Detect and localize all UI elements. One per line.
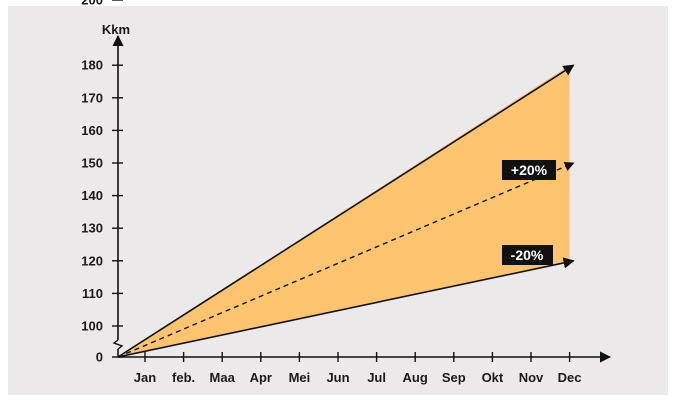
x-tick-label: Apr bbox=[250, 370, 272, 385]
x-tick-label: Mei bbox=[289, 370, 311, 385]
y-tick-label: 0 bbox=[96, 350, 103, 365]
series-line-upper bbox=[117, 64, 575, 358]
x-tick-label: Maa bbox=[210, 370, 236, 385]
x-axis-ticks: Jan feb. Maa Apr Mei Jun Jul Aug Sep Okt Nov Dec bbox=[134, 352, 582, 385]
x-tick-label: Nov bbox=[519, 370, 544, 385]
x-tick-label: Aug bbox=[403, 370, 428, 385]
series-line-lower bbox=[117, 257, 575, 358]
badge-plus-20-label: +20% bbox=[511, 162, 548, 178]
badge-minus-20-label: -20% bbox=[511, 247, 544, 263]
y-tick-label: 150 bbox=[81, 156, 103, 171]
y-tick-label: 110 bbox=[82, 286, 103, 301]
series-line-mid bbox=[117, 161, 575, 358]
x-tick-label: Okt bbox=[482, 370, 504, 385]
y-tick-label: 170 bbox=[81, 90, 103, 105]
range-band bbox=[118, 65, 570, 357]
y-tick-label: 120 bbox=[81, 253, 103, 268]
y-axis-unit-label: Kkm bbox=[102, 22, 130, 37]
x-tick-label: Jul bbox=[367, 370, 386, 385]
y-tick-label: 130 bbox=[81, 221, 103, 236]
badge-plus-20: +20% bbox=[502, 160, 556, 180]
x-tick-label: Sep bbox=[442, 370, 466, 385]
y-tick-label: 140 bbox=[81, 188, 103, 203]
y-tick-label: 200 bbox=[81, 0, 103, 8]
y-tick-label: 180 bbox=[81, 58, 103, 73]
x-tick-label: feb. bbox=[172, 370, 195, 385]
x-tick-label: Jan bbox=[134, 370, 156, 385]
y-tick-label: 100 bbox=[81, 319, 103, 334]
y-tick-label: 160 bbox=[81, 123, 103, 138]
badge-plus-20-background bbox=[502, 160, 556, 180]
badge-minus-20: -20% bbox=[502, 245, 553, 265]
x-tick-label: Dec bbox=[558, 370, 582, 385]
axis-break-mark bbox=[112, 339, 124, 350]
x-tick-label: Jun bbox=[326, 370, 349, 385]
badge-minus-20-background bbox=[502, 245, 553, 265]
y-axis-ticks: 0 100 110 120 130 140 150 160 170 180 200 bbox=[81, 0, 123, 365]
